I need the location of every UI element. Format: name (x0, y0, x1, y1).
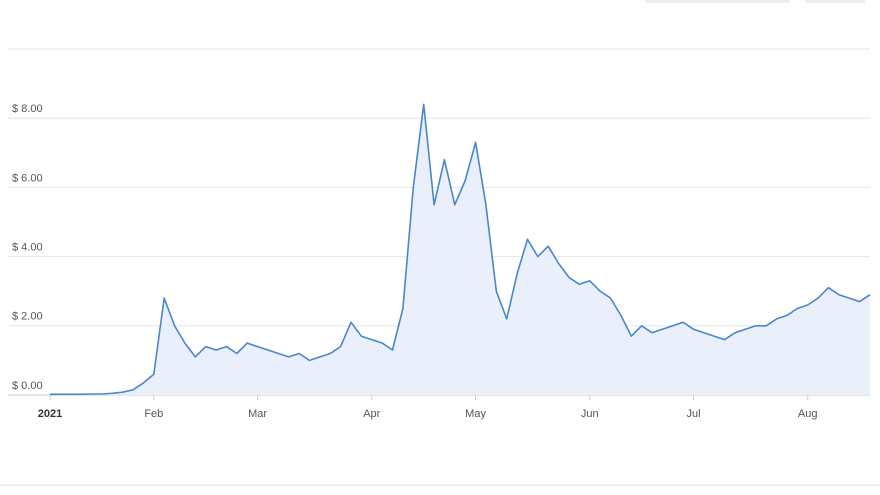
area (50, 104, 870, 396)
x-tick-label: Feb (144, 408, 163, 420)
x-tick-label: Aug (798, 408, 818, 420)
y-tick-label: $ 6.00 (12, 172, 43, 184)
x-tick-label: Apr (363, 408, 380, 420)
toolbar-edge (645, 0, 790, 3)
x-tick-label: Jun (581, 408, 599, 420)
x-tick-label: Jul (687, 408, 701, 420)
y-tick-label: $ 0.00 (12, 380, 43, 392)
y-tick-label: $ 4.00 (12, 242, 43, 254)
y-tick-label: $ 8.00 (12, 103, 43, 115)
price-line (50, 103, 871, 396)
x-tick-label: May (465, 408, 486, 420)
x-tick-label: 2021 (38, 408, 62, 420)
y-tick-label: $ 2.00 (12, 311, 43, 323)
x-tick-label: Mar (248, 408, 267, 420)
toolbar-edge (805, 0, 865, 3)
